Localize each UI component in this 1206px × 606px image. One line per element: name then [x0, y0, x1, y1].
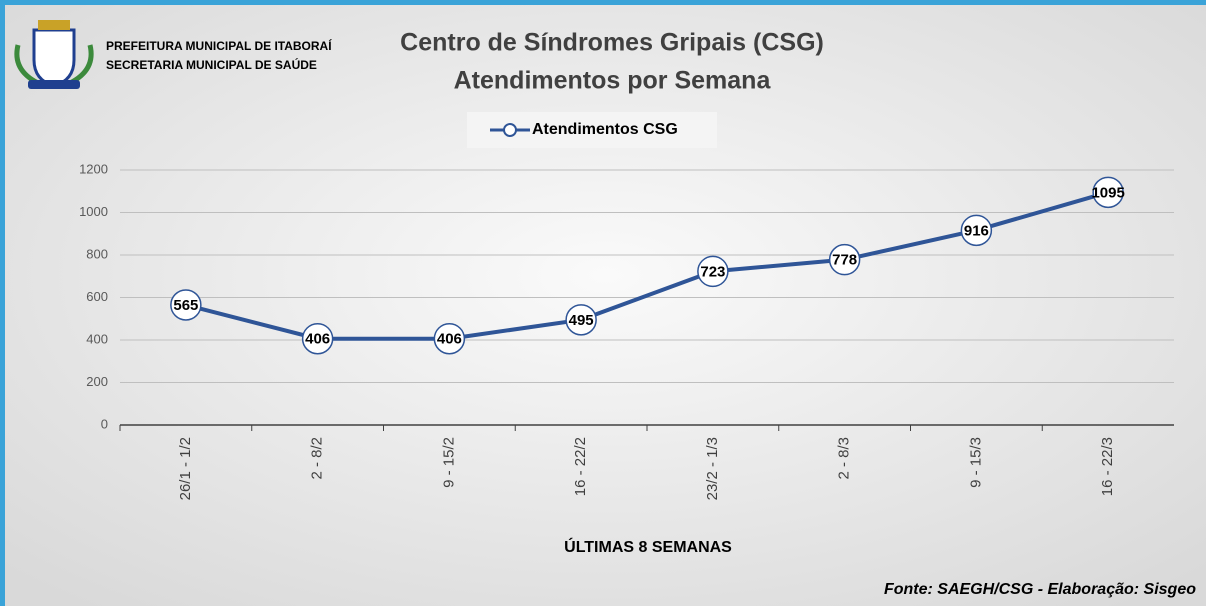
x-tick-label: 9 - 15/2: [440, 437, 457, 488]
point-marker: [960, 214, 993, 247]
chart-subtitle: Atendimentos por Semana: [454, 67, 772, 95]
data-label: 723: [700, 263, 725, 280]
point-marker: [697, 255, 729, 288]
y-tick-label: 1000: [79, 204, 108, 219]
logo: [14, 20, 94, 89]
source-note: Fonte: SAEGH/CSG - Elaboração: Sisgeo: [884, 581, 1196, 598]
data-label: 406: [305, 331, 330, 348]
data-label: 1095: [1091, 184, 1124, 201]
chart-title: Centro de Síndromes Gripais (CSG): [400, 29, 824, 57]
point-marker: [828, 243, 861, 276]
data-label: 778: [832, 252, 857, 269]
x-tick-label: 9 - 15/3: [967, 437, 984, 488]
x-axis-label: ÚLTIMAS 8 SEMANAS: [564, 537, 732, 556]
x-tick-label: 2 - 8/3: [836, 437, 853, 480]
y-tick-label: 400: [86, 331, 108, 346]
y-tick-label: 800: [86, 246, 108, 261]
background: [5, 5, 1206, 606]
point-marker: [565, 304, 597, 336]
point-marker: [301, 322, 334, 355]
header-line: SECRETARIA MUNICIPAL DE SAÚDE: [106, 57, 317, 72]
y-tick-label: 200: [86, 374, 108, 389]
x-tick-label: 26/1 - 1/2: [177, 437, 194, 500]
data-label: 495: [569, 312, 594, 329]
x-tick-label: 2 - 8/2: [309, 437, 326, 480]
point-marker: [433, 322, 466, 355]
y-tick-label: 1200: [79, 161, 108, 176]
x-tick-label: 16 - 22/3: [1099, 437, 1116, 496]
y-tick-label: 0: [101, 416, 108, 431]
y-tick-label: 600: [86, 289, 108, 304]
data-label: 406: [437, 331, 462, 348]
x-tick-label: 23/2 - 1/3: [704, 437, 721, 500]
point-marker: [1092, 176, 1124, 209]
header-line: PREFEITURA MUNICIPAL DE ITABORAÍ: [106, 38, 332, 53]
x-tick-label: 16 - 22/2: [572, 437, 589, 496]
point-marker: [170, 289, 202, 321]
legend-label: Atendimentos CSG: [532, 121, 678, 138]
data-label: 916: [964, 222, 989, 239]
legend-marker: [503, 123, 517, 137]
data-label: 565: [173, 297, 198, 314]
series-line: [185, 190, 1109, 341]
